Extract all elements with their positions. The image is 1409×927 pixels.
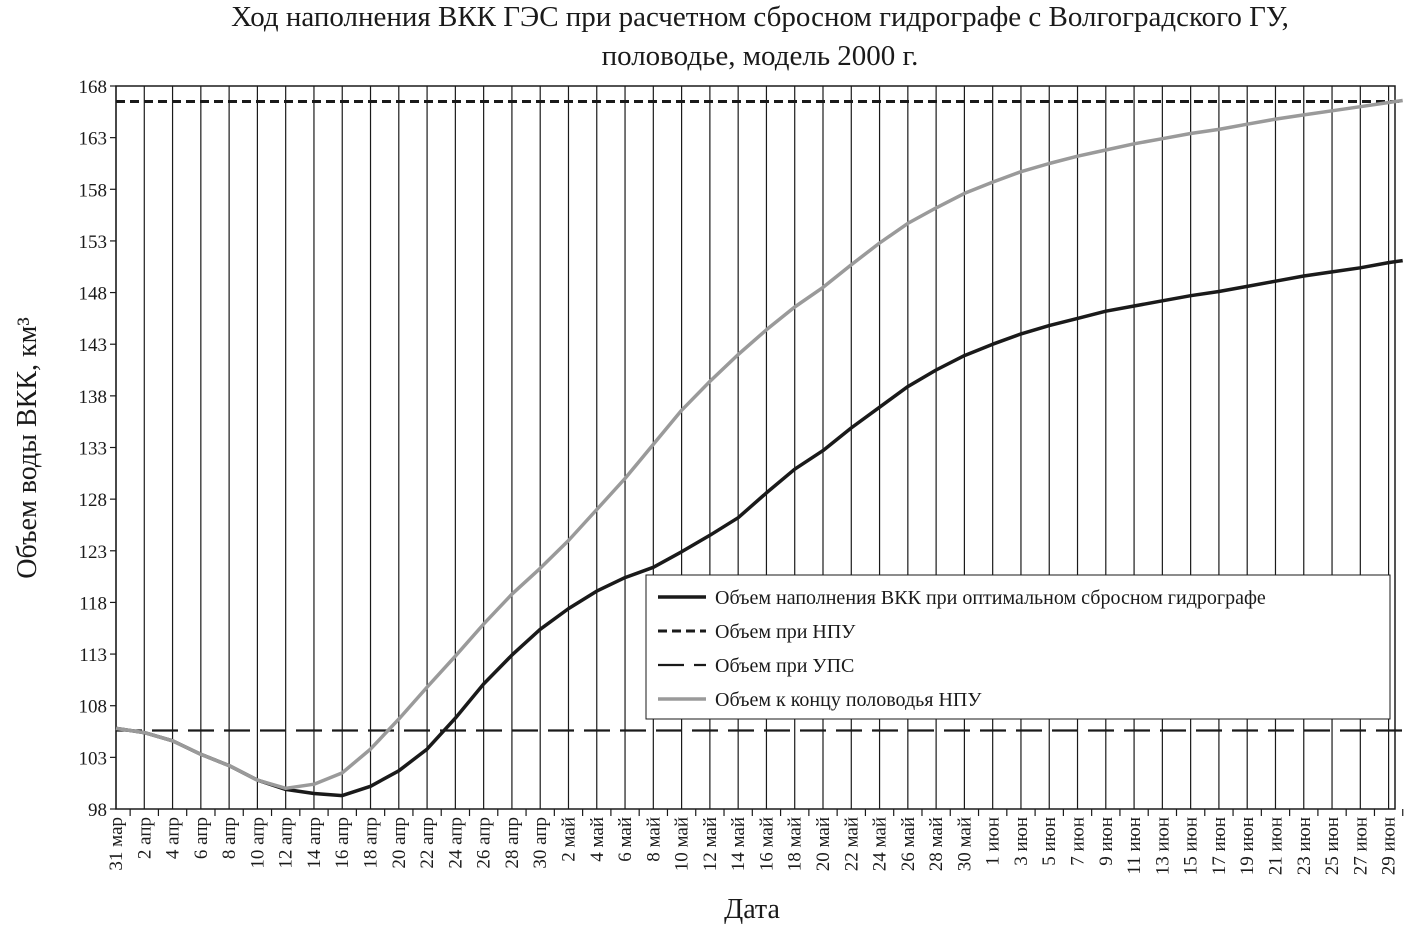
legend-item-ups: Объем при УПС (658, 655, 854, 677)
y-tick-label: 118 (79, 593, 107, 614)
x-tick-label: 22 апр (417, 817, 438, 869)
y-tick-label: 138 (79, 387, 108, 408)
y-tick-label: 128 (79, 490, 108, 511)
series-line-end-flood (115, 98, 1403, 791)
legend-label: Объем к концу половодья НПУ (715, 689, 982, 711)
legend-label: Объем наполнения ВКК при оптимальном сбр… (715, 587, 1266, 609)
x-tick-label: 24 май (870, 817, 891, 871)
x-tick-label: 30 апр (530, 817, 551, 869)
x-tick-label: 23 июн (1294, 817, 1315, 875)
x-tick-label: 7 июн (1068, 817, 1089, 866)
x-tick-label: 11 июн (1124, 817, 1145, 875)
x-tick-label: 10 апр (247, 817, 268, 869)
x-tick-label: 24 апр (445, 817, 466, 869)
x-tick-label: 25 июн (1322, 817, 1343, 875)
y-tick-label: 168 (79, 77, 108, 98)
y-tick-label: 143 (79, 335, 108, 356)
x-tick-label: 8 май (643, 817, 664, 862)
x-tick-label: 12 апр (276, 817, 297, 869)
x-axis-ticks: 31 мар 2 апр 4 апр 6 апр 8 апр 10 апр 12 апр 14… (106, 809, 1404, 875)
chart-title: Ход наполнения ВКК ГЭС при расчетном сбр… (231, 1, 1289, 72)
legend: Объем наполнения ВКК при оптимальном сбр… (645, 574, 1391, 720)
legend-label: Объем при НПУ (715, 621, 856, 643)
x-tick-label: 20 апр (389, 817, 410, 869)
y-axis-label: Объем воды ВКК, км³ (12, 317, 43, 578)
x-tick-label: 20 май (813, 817, 834, 871)
y-tick-label: 148 (79, 284, 108, 305)
x-tick-label: 9 июн (1096, 817, 1117, 866)
x-tick-label: 1 июн (983, 817, 1004, 866)
x-tick-label: 10 май (672, 817, 693, 871)
y-axis-ticks: 98 103 108 113 118 123 128 133 138 143 148 153 158 16… (79, 77, 116, 821)
x-tick-label: 18 май (785, 817, 806, 871)
x-tick-label: 4 май (587, 817, 608, 862)
y-tick-label: 133 (79, 439, 108, 460)
y-tick-label: 98 (88, 800, 107, 821)
x-tick-label: 15 июн (1181, 817, 1202, 875)
x-tick-label: 21 июн (1265, 817, 1286, 875)
x-tick-label: 26 май (898, 817, 919, 871)
x-tick-label: 22 май (841, 817, 862, 871)
x-tick-label: 28 апр (502, 817, 523, 869)
y-tick-label: 163 (79, 129, 108, 150)
x-tick-label: 31 мар (106, 817, 127, 871)
series-lines (115, 98, 1403, 798)
x-tick-label: 16 май (756, 817, 777, 871)
y-tick-label: 113 (79, 645, 107, 666)
x-tick-label: 5 июн (1039, 817, 1060, 866)
x-tick-label: 3 июн (1011, 817, 1032, 866)
x-tick-label: 26 апр (474, 817, 495, 869)
x-tick-label: 2 май (558, 817, 579, 862)
x-tick-label: 16 апр (332, 817, 353, 869)
chart-title-line-2: половодье, модель 2000 г. (602, 40, 919, 72)
y-tick-label: 108 (79, 697, 108, 718)
x-tick-label: 2 апр (134, 817, 155, 859)
series-line-optimal (115, 258, 1403, 798)
x-tick-label: 28 май (926, 817, 947, 871)
x-tick-label: 6 май (615, 817, 636, 862)
x-tick-label: 13 июн (1152, 817, 1173, 875)
x-tick-label: 8 апр (219, 817, 240, 859)
x-tick-label: 29 июн (1379, 817, 1400, 875)
x-tick-label: 6 апр (191, 817, 212, 859)
legend-item-end-flood: Объем к концу половодья НПУ (658, 689, 982, 711)
legend-item-optimal: Объем наполнения ВКК при оптимальном сбр… (658, 587, 1266, 609)
legend-label: Объем при УПС (715, 655, 854, 677)
legend-box (645, 574, 1391, 720)
x-tick-label: 14 май (728, 817, 749, 871)
x-tick-label: 30 май (954, 817, 975, 871)
y-tick-label: 103 (79, 748, 108, 769)
chart-title-line-1: Ход наполнения ВКК ГЭС при расчетном сбр… (231, 1, 1289, 33)
x-tick-label: 17 июн (1209, 817, 1230, 875)
x-tick-label: 4 апр (163, 817, 184, 859)
x-tick-label: 12 май (700, 817, 721, 871)
legend-item-npu: Объем при НПУ (658, 621, 856, 643)
x-axis-label: Дата (724, 894, 780, 925)
x-tick-label: 18 апр (361, 817, 382, 869)
x-tick-label: 19 июн (1237, 817, 1258, 875)
x-tick-label: 27 июн (1350, 817, 1371, 875)
y-tick-label: 123 (79, 542, 108, 563)
x-tick-label: 14 апр (304, 817, 325, 869)
y-tick-label: 153 (79, 232, 108, 253)
y-tick-label: 158 (79, 180, 108, 201)
